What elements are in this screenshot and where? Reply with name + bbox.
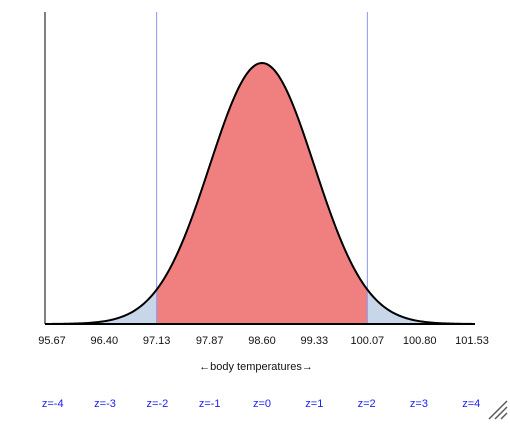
z-score-label: z=4 xyxy=(462,398,480,410)
center-area xyxy=(156,63,368,324)
density-curve-group xyxy=(51,61,473,325)
z-score-labels: z=-4 z=-3 z=-2 z=-1 z=0 z=1 z=2 z=3 z=4 xyxy=(42,398,480,410)
x-tick-label: 100.80 xyxy=(403,335,437,347)
x-tick-label: 101.53 xyxy=(455,335,489,347)
x-tick-label: 99.33 xyxy=(301,335,329,347)
density-curve xyxy=(51,61,473,325)
z-score-label: z=3 xyxy=(410,398,428,410)
right-tail-area xyxy=(367,289,472,324)
z-score-label: z=-4 xyxy=(42,398,64,410)
x-tick-label: 98.60 xyxy=(248,335,276,347)
left-tail-area xyxy=(52,289,157,324)
z-score-label: z=1 xyxy=(305,398,323,410)
x-tick-label: 96.40 xyxy=(91,335,119,347)
resize-grip-icon[interactable] xyxy=(486,398,508,420)
x-axis-label: ←body temperatures→ xyxy=(199,361,313,373)
z-score-label: z=0 xyxy=(253,398,271,410)
z-score-label: z=-2 xyxy=(147,398,169,410)
z-score-label: z=-1 xyxy=(199,398,221,410)
x-tick-label: 95.67 xyxy=(38,335,66,347)
axes xyxy=(44,12,475,325)
tail-areas xyxy=(52,289,472,324)
reference-lines xyxy=(156,12,368,324)
x-tick-label: 97.87 xyxy=(196,335,224,347)
x-tick-labels: 95.67 96.40 97.13 97.87 98.60 99.33 100.07 100.… xyxy=(38,335,489,347)
x-tick-label: 100.07 xyxy=(351,335,385,347)
x-tick-label: 97.13 xyxy=(143,335,171,347)
z-score-label: z=-3 xyxy=(94,398,116,410)
center-shaded-area xyxy=(156,63,368,324)
z-score-label: z=2 xyxy=(358,398,376,410)
